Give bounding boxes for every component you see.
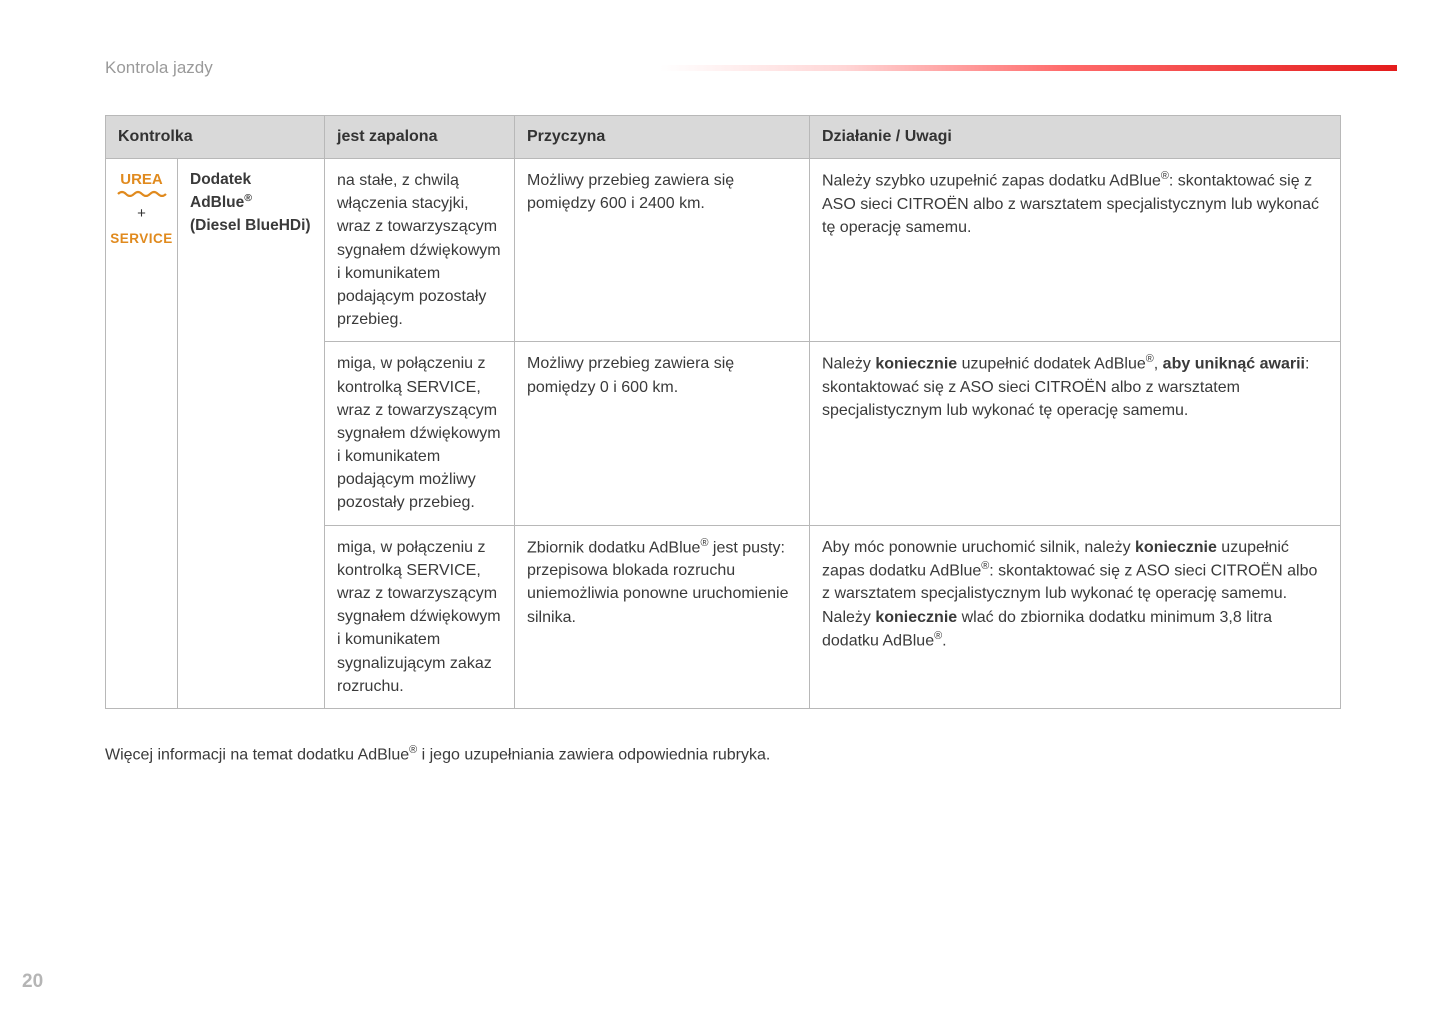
header-indicator: Kontrolka [106, 116, 325, 159]
header-action: Działanie / Uwagi [810, 116, 1341, 159]
state-cell: miga, w połączeniu z kontrolką SERVICE, … [325, 342, 515, 525]
action-cell: Należy koniecznie uzupełnić dodatek AdBl… [810, 342, 1341, 525]
urea-icon: UREA [110, 169, 173, 191]
header-state: jest zapalona [325, 116, 515, 159]
cause-cell: Zbiornik dodatku AdBlue® jest pusty: prz… [515, 525, 810, 708]
indicator-name: Dodatek AdBlue® (Diesel BlueHDi) [178, 159, 325, 709]
action-cell: Należy szybko uzupełnić zapas dodatku Ad… [810, 159, 1341, 342]
section-title: Kontrola jazdy [105, 58, 213, 78]
state-cell: na stałe, z chwilą włączenia stacyjki, w… [325, 159, 515, 342]
page-number: 20 [22, 971, 43, 993]
indicator-icon-cell: UREA + SERVICE [106, 159, 178, 709]
warning-table: Kontrolka jest zapalona Przyczyna Działa… [105, 115, 1341, 709]
header-cause: Przyczyna [515, 116, 810, 159]
action-cell: Aby móc ponownie uruchomić silnik, należ… [810, 525, 1341, 708]
urea-wave-icon [110, 189, 173, 197]
service-icon: SERVICE [110, 229, 173, 249]
footer-note: Więcej informacji na temat dodatku AdBlu… [105, 744, 770, 764]
wave-svg [117, 189, 167, 197]
cause-cell: Możliwy przebieg zawiera się pomiędzy 60… [515, 159, 810, 342]
plus-icon: + [110, 203, 173, 225]
table-row: UREA + SERVICE Dodatek AdBlue® (Diesel B… [106, 159, 1341, 342]
header-accent-bar [660, 65, 1397, 71]
cause-cell: Możliwy przebieg zawiera się pomiędzy 0 … [515, 342, 810, 525]
state-cell: miga, w połączeniu z kontrolką SERVICE, … [325, 525, 515, 708]
